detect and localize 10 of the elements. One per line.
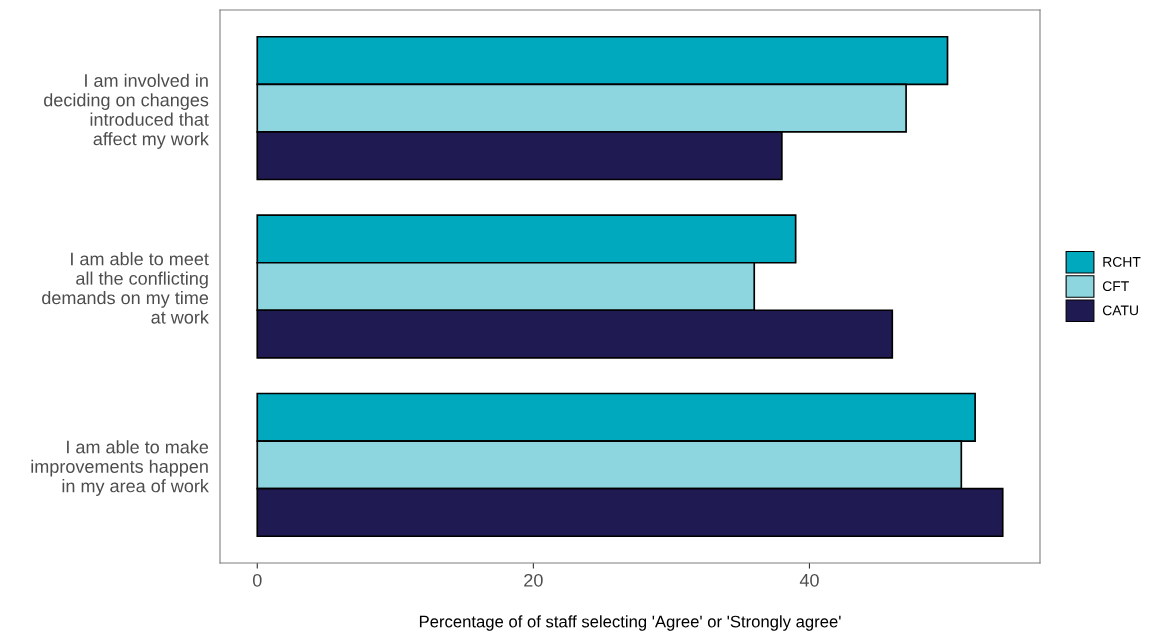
legend-label: RCHT	[1103, 256, 1141, 267]
x-tick-label: 40	[799, 573, 819, 587]
y-tick-label: I am able to make improvements happen in my area of work	[31, 440, 209, 496]
legend-label: CATU	[1102, 305, 1138, 316]
x-tick-label: 20	[524, 573, 543, 587]
y-tick-label: I am able to meet all the conflicting demands on my time at work	[42, 252, 209, 324]
x-tick-label: 0	[252, 573, 262, 587]
legend-label: CFT	[1102, 281, 1129, 292]
x-axis-title: Percentage of of staff selecting 'Agree' or 'Strongly agree'	[419, 615, 841, 631]
y-tick-label: I am involved in deciding on changes introduced that affect my work	[44, 73, 209, 149]
